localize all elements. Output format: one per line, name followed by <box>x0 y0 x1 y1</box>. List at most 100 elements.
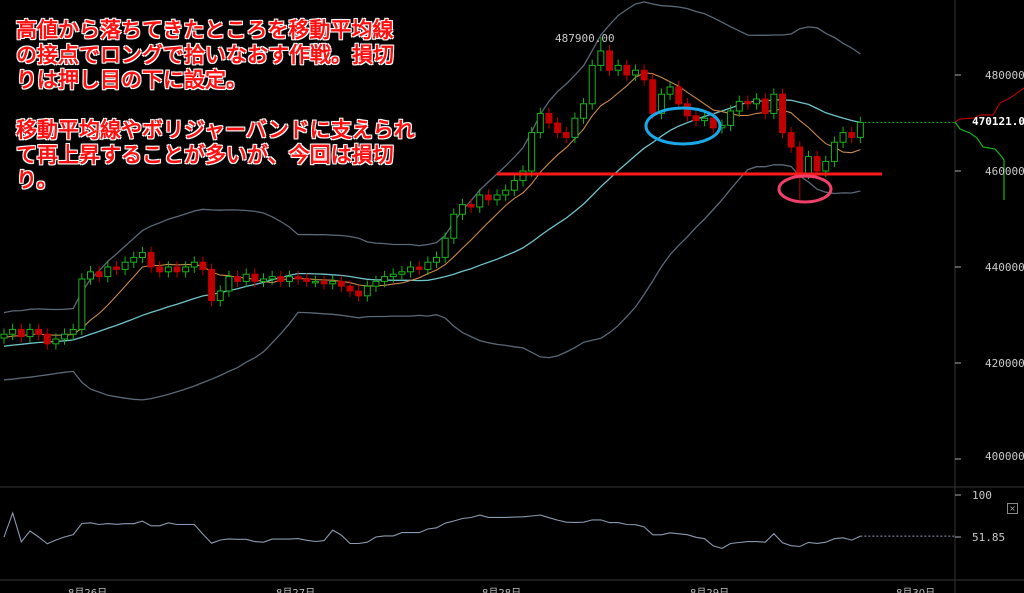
candle-up <box>121 261 129 270</box>
candle-down <box>848 132 856 138</box>
candle-up <box>407 266 415 273</box>
candle-down <box>761 98 769 114</box>
candle-up <box>441 237 449 258</box>
date-label: 8月26日 <box>68 584 107 593</box>
candle-down <box>199 261 207 270</box>
candle-up <box>433 256 440 263</box>
candle-down <box>251 273 259 282</box>
candle-down <box>467 204 475 208</box>
candle-up <box>450 213 458 239</box>
candle-up <box>285 276 293 282</box>
pink-highlight-circle <box>777 174 833 204</box>
candle-up <box>804 156 812 174</box>
candle-down <box>337 280 345 287</box>
candle-up <box>727 110 735 126</box>
candle-down <box>17 328 25 338</box>
candle-down <box>545 112 553 124</box>
candle-down <box>562 132 570 138</box>
candle-up <box>839 132 847 143</box>
candle-up <box>830 141 838 162</box>
candle-down <box>147 252 155 268</box>
candle-up <box>389 273 397 278</box>
candle-up <box>225 276 233 292</box>
candle-down <box>606 50 613 71</box>
candle-down <box>683 103 691 117</box>
candle-up <box>104 266 112 278</box>
date-label: 8月29日 <box>690 584 729 593</box>
candle-down <box>208 268 216 302</box>
ask-depth-curve <box>954 87 1024 123</box>
candle-up <box>87 271 94 280</box>
price-tick: 440000 <box>985 261 1024 274</box>
candle-up <box>372 280 380 287</box>
candle-up <box>753 98 761 105</box>
candle-down <box>692 115 700 122</box>
candle-down <box>294 276 302 280</box>
bollinger-upper-band <box>3 1 861 314</box>
candle-down <box>35 328 43 335</box>
close-indicator-button[interactable]: × <box>1007 503 1018 514</box>
candle-up <box>458 204 466 215</box>
candle-up <box>770 93 778 114</box>
candle-up <box>0 333 8 339</box>
candle-down <box>156 266 164 273</box>
current-price-label: 470121.00 <box>972 115 1024 128</box>
price-tick: 400000 <box>985 450 1024 463</box>
candle-up <box>363 285 371 297</box>
candle-down <box>277 276 285 282</box>
candle-down <box>173 266 181 273</box>
candle-up <box>268 276 276 280</box>
candle-down <box>787 132 795 148</box>
candle-up <box>493 194 501 201</box>
candle-up <box>52 338 60 345</box>
blue-highlight-circle <box>644 106 722 146</box>
candle-up <box>381 276 389 282</box>
candle-up <box>190 261 198 268</box>
candle-up <box>519 170 527 182</box>
candle-up <box>26 328 34 338</box>
candle-up <box>9 328 17 335</box>
high-price-label: 487900.00 <box>555 32 615 45</box>
annotation-text-strategy: 高値から落ちてきたところを移動平均線 の接点でロングで拾いなおす作戦。損切 りは… <box>16 18 394 92</box>
date-label: 8月30日 <box>896 584 935 593</box>
candle-down <box>484 194 492 201</box>
candle-down <box>649 79 657 114</box>
candle-up <box>822 160 830 172</box>
price-tick: 420000 <box>985 357 1024 370</box>
date-label: 8月28日 <box>482 584 521 593</box>
candle-down <box>796 146 804 174</box>
candle-down <box>320 280 328 285</box>
bollinger-middle-band <box>3 99 861 347</box>
candle-up <box>130 256 138 263</box>
candle-up <box>657 93 665 114</box>
candle-up <box>588 64 596 105</box>
candle-down <box>554 122 562 134</box>
candle-down <box>640 69 648 81</box>
candle-up <box>735 100 743 112</box>
candle-down <box>623 64 631 76</box>
annotation-text-result: 移動平均線やボリジャーバンドに支えられ て再上昇することが多いが、今回は損切 り… <box>16 118 415 192</box>
bollinger-lower-band <box>3 164 861 401</box>
candle-up <box>528 132 536 172</box>
bid-depth-curve <box>954 121 1005 200</box>
candle-up <box>580 103 588 119</box>
candle-up <box>597 50 605 66</box>
candle-down <box>346 285 354 292</box>
candle-down <box>675 86 683 105</box>
candle-down <box>95 271 103 278</box>
indicator-tick-100: 100 <box>972 489 992 502</box>
candle-down <box>744 100 752 105</box>
candle-down <box>112 266 120 270</box>
candle-up <box>701 117 709 122</box>
candle-up <box>666 86 674 95</box>
candle-up <box>182 266 190 273</box>
candle-down <box>813 156 821 172</box>
candle-up <box>260 278 267 282</box>
candle-down <box>234 276 242 282</box>
candle-up <box>856 121 864 138</box>
candle-up <box>614 64 622 71</box>
moving-average-line <box>3 72 861 339</box>
candle-up <box>242 273 250 282</box>
